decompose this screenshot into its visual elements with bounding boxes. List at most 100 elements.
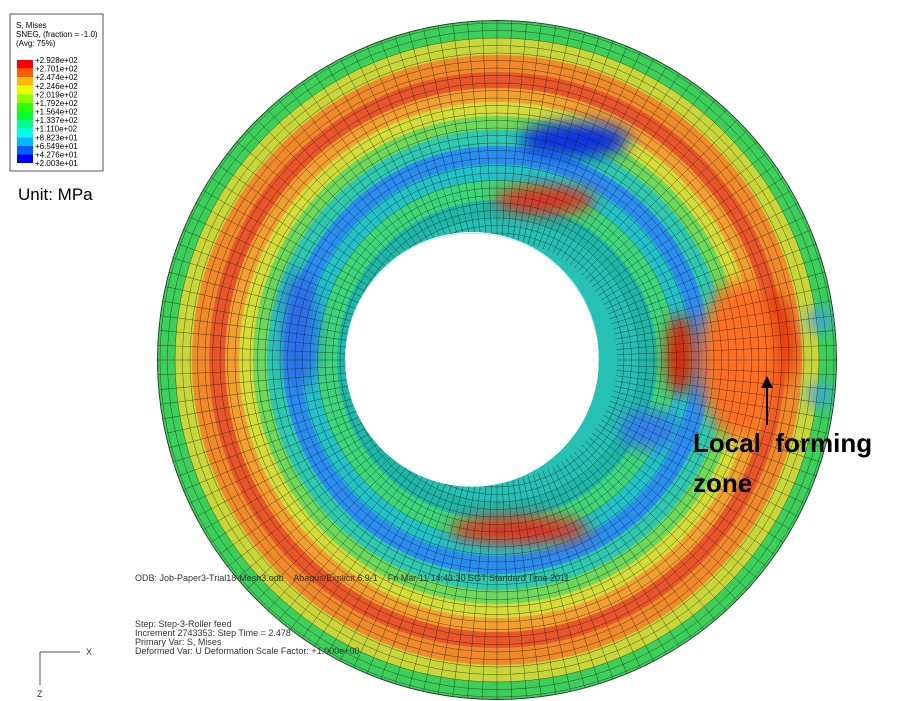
mesh-radial: [157, 299, 379, 340]
mesh-radial: [481, 20, 493, 241]
step-line: Step: Step-3-Roller feed: [135, 619, 232, 629]
mesh-radial: [585, 126, 752, 280]
mesh-radial: [190, 415, 391, 520]
mesh-radial: [298, 458, 429, 643]
mesh-radial: [286, 455, 425, 634]
mesh-radial: [556, 61, 670, 257]
mesh-radial: [517, 20, 558, 242]
legend-value: +2.701e+02: [35, 65, 78, 74]
mesh-radial: [605, 213, 810, 310]
mesh-radial: [537, 35, 616, 248]
legend-swatch: [17, 154, 33, 163]
mesh-radial: [252, 444, 413, 605]
mesh-radial: [615, 299, 837, 340]
mesh-radial: [616, 364, 837, 376]
mesh-radial: [324, 61, 438, 257]
mesh-radial: [286, 86, 425, 265]
mesh-radial: [547, 468, 644, 673]
mesh-radial: [157, 364, 378, 376]
mesh-radial: [157, 370, 378, 391]
mesh-radial: [178, 405, 387, 493]
mesh-radial: [422, 23, 472, 243]
mesh-radial: [252, 115, 413, 276]
legend-title: S, Mises: [16, 21, 47, 30]
mesh-radial: [542, 41, 630, 250]
mesh-radial: [565, 458, 696, 643]
mesh-radial: [337, 466, 442, 667]
mesh-radial: [198, 187, 394, 301]
mesh-radial: [547, 47, 644, 252]
legend-swatch: [17, 102, 33, 112]
legend-value: +2.019e+02: [35, 90, 78, 99]
hotspot: [495, 186, 595, 214]
mesh-radial: [612, 270, 831, 330]
mesh-radial: [157, 329, 378, 350]
mesh-radial: [436, 478, 477, 700]
annotation: zone: [693, 468, 752, 498]
mesh-radial: [565, 77, 696, 262]
mesh-radial: [600, 187, 796, 301]
mesh-radial: [223, 432, 402, 571]
mesh-radial: [172, 400, 385, 479]
mesh-radial: [436, 20, 477, 242]
legend-swatch: [17, 68, 33, 78]
mesh-radial: [552, 466, 657, 667]
mesh-radial: [573, 451, 719, 625]
mesh-radial: [364, 41, 452, 250]
mesh-radial: [581, 115, 742, 276]
mesh-radial: [337, 53, 442, 254]
mesh-radial: [407, 26, 467, 245]
mesh-radial: [198, 419, 394, 533]
legend-title: SNEG, (fraction = -1.0): [16, 30, 98, 39]
mesh-radial: [522, 23, 572, 243]
mesh-radial: [422, 477, 472, 697]
mesh-radial: [616, 370, 837, 391]
mesh-radial: [581, 444, 742, 605]
mesh-radial: [592, 432, 771, 571]
mesh-radial: [614, 385, 834, 435]
step-line: Increment 2743353: Step Time = 2.478: [135, 628, 291, 638]
mesh-radial: [512, 20, 543, 242]
mesh-radial: [393, 30, 462, 246]
mesh-radial: [577, 448, 731, 615]
mesh-radial: [585, 440, 752, 594]
mesh-radial: [569, 455, 708, 634]
mesh-radial: [616, 344, 837, 356]
mesh-radial: [616, 329, 837, 350]
mesh-radial: [501, 20, 513, 241]
odb-info: ODB: Job-Paper3-Trial18-Mesh3.odb Abaqus…: [135, 573, 569, 583]
mesh-radial: [605, 410, 810, 507]
mesh-radial: [350, 468, 447, 673]
mesh-radial: [615, 380, 837, 421]
mesh-radial: [612, 390, 831, 450]
mesh-radial: [522, 477, 572, 697]
mesh-radial: [527, 26, 587, 245]
legend-swatch: [17, 128, 33, 138]
mesh-radial: [407, 475, 467, 694]
legend-value: +4.276e+01: [35, 150, 78, 159]
mesh-radial: [512, 478, 543, 700]
legend-value: +2.928e+02: [35, 56, 78, 65]
mesh-radial: [600, 419, 796, 533]
mesh-radial: [573, 95, 719, 269]
legend-swatch: [17, 94, 33, 103]
mesh-radial: [588, 138, 762, 284]
annotation: Local forming: [693, 428, 872, 458]
mesh-radial: [378, 35, 457, 248]
mesh-radial: [517, 478, 558, 700]
mesh-radial: [611, 256, 827, 325]
legend-swatch: [17, 77, 33, 86]
mesh-radial: [311, 68, 433, 259]
mesh-radial: [163, 390, 382, 450]
mesh-radial: [609, 241, 822, 320]
mesh-radial: [537, 472, 616, 685]
mesh-radial: [205, 424, 396, 546]
legend-value: +8.823e+01: [35, 133, 78, 142]
mesh-radial: [532, 30, 601, 246]
mesh-radial: [451, 478, 482, 700]
mesh-radial: [157, 375, 379, 406]
mesh-radial: [205, 174, 396, 296]
